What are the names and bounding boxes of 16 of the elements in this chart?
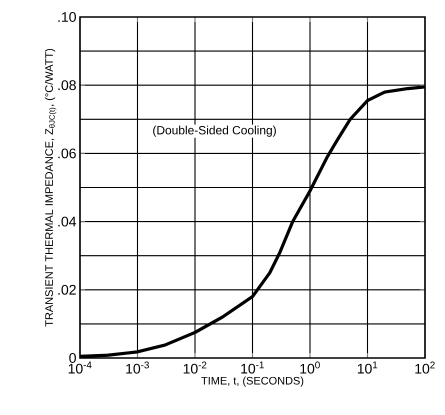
x-tick-label: 10$^{2}$: [415, 362, 435, 374]
y-tick-label: .08: [58, 80, 76, 90]
y-axis-title: TRANSIENT THERMAL IMPEDANCE, Z$_{θJC(t)}$, (°C/WATT): [44, 48, 56, 326]
x-tick-label: 10$^{-4}$: [68, 362, 92, 374]
y-tick-label: .10: [58, 12, 76, 22]
x-axis-title: TIME, t, (SECONDS): [201, 376, 304, 387]
x-tick-label: 10$^{-3}$: [126, 362, 149, 374]
y-tick-label: .04: [58, 216, 76, 227]
y-tick-label: .02: [58, 284, 76, 295]
x-tick-label: 10$^{-1}$: [241, 362, 264, 374]
y-tick-label: .06: [58, 148, 76, 158]
x-tick-label: 10$^{1}$: [358, 362, 378, 374]
y-tick-label: 0: [69, 353, 76, 363]
x-tick-label: 10$^{0}$: [300, 362, 320, 374]
x-tick-label: 10$^{-2}$: [184, 362, 206, 374]
annotation: (Double-Sided Cooling): [153, 126, 276, 137]
